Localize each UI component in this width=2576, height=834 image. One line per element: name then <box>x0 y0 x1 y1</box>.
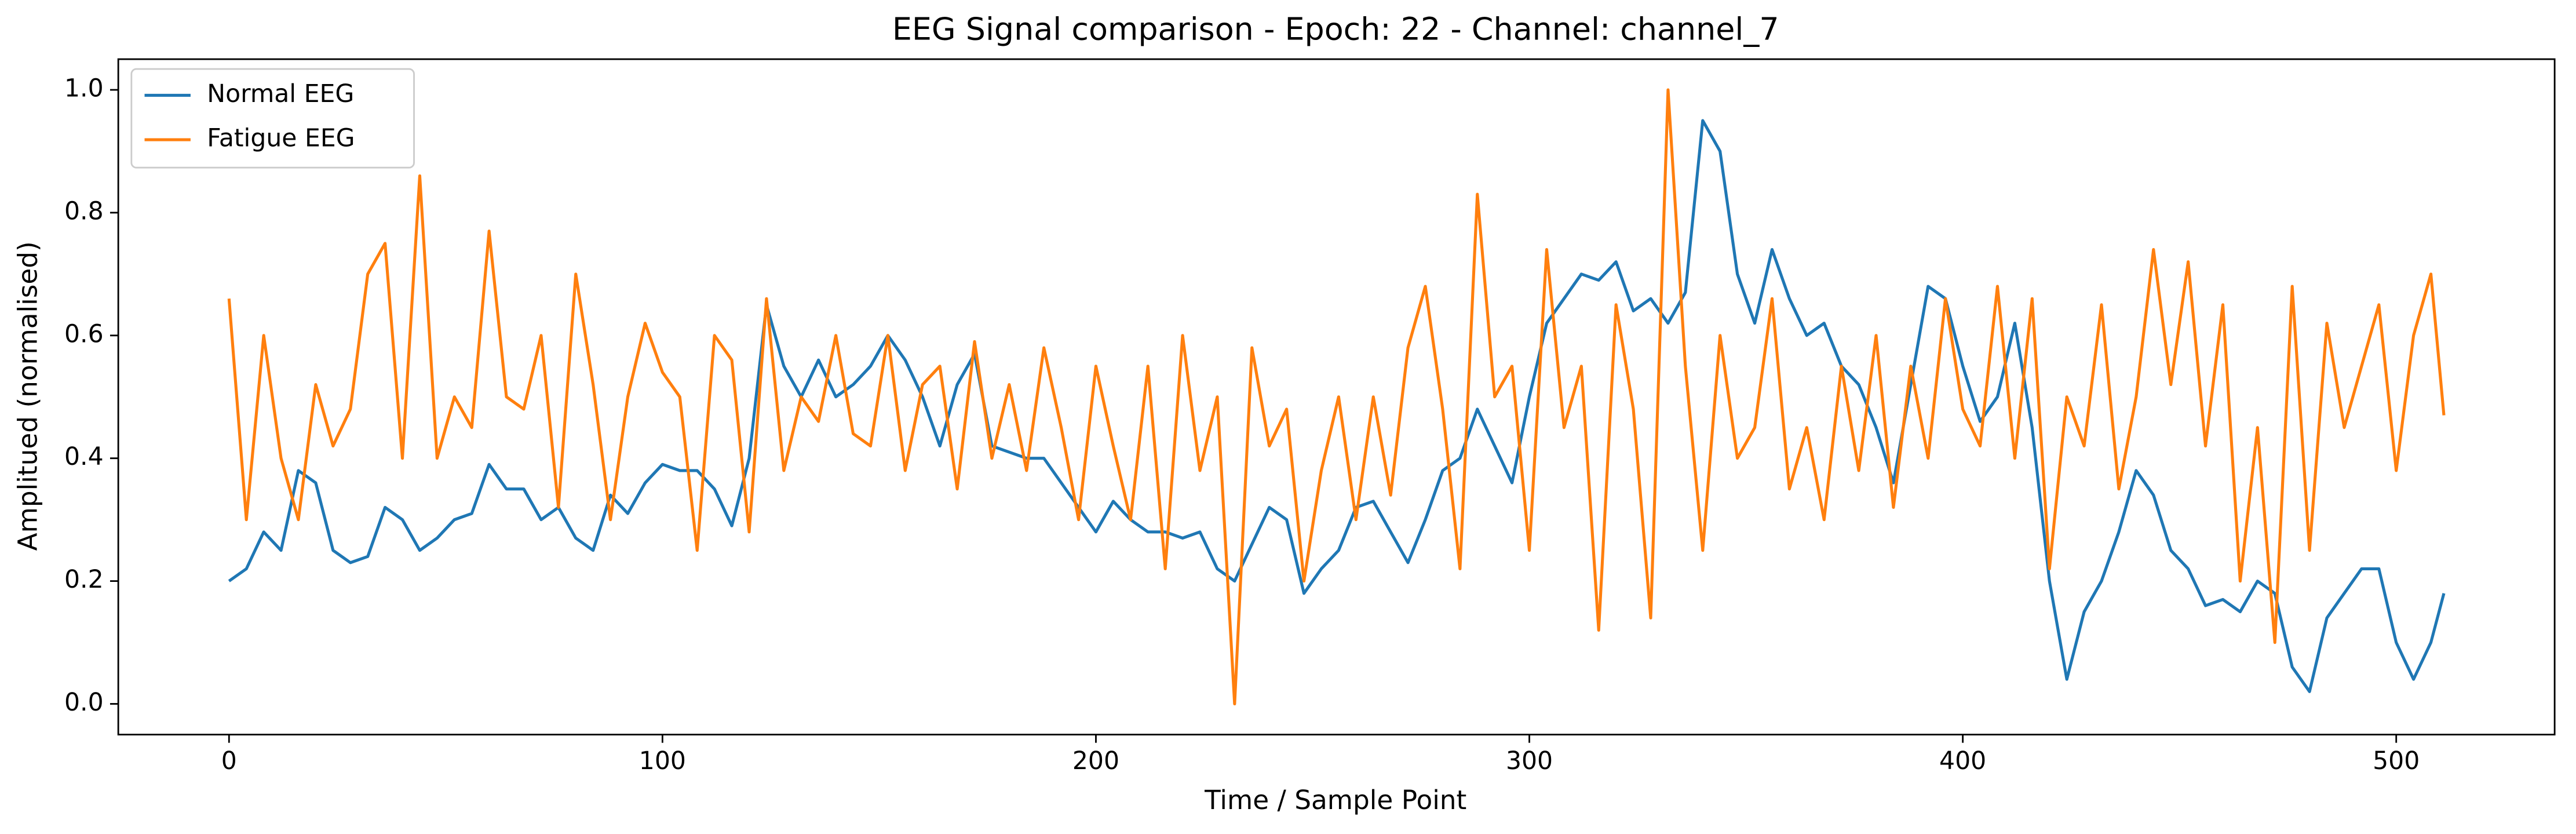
x-tick-label: 100 <box>639 747 686 775</box>
x-tick-label: 500 <box>2373 747 2420 775</box>
x-axis-label: Time / Sample Point <box>1204 785 1466 815</box>
data-line <box>228 119 2446 693</box>
legend: Normal EEG Fatigue EEG <box>130 68 415 169</box>
data-line <box>227 88 2446 706</box>
y-tick-label: 0.2 <box>64 566 104 594</box>
legend-box <box>130 68 415 169</box>
chart-title: EEG Signal comparison - Epoch: 22 - Chan… <box>892 11 1779 48</box>
y-tick-label: 0.0 <box>64 689 104 717</box>
x-tick-label: 200 <box>1072 747 1119 775</box>
y-axis-label: Amplitued (normalised) <box>13 241 43 551</box>
x-tick-label: 400 <box>1939 747 1986 775</box>
legend-label: Normal EEG <box>207 80 354 108</box>
x-tick-label: 0 <box>221 747 237 775</box>
y-tick-label: 0.6 <box>64 320 104 348</box>
y-tick-label: 1.0 <box>64 75 104 103</box>
y-tick-label: 0.4 <box>64 443 104 471</box>
y-tick-label: 0.8 <box>64 197 104 225</box>
x-tick-label: 300 <box>1506 747 1553 775</box>
plot-frame <box>117 58 2556 735</box>
legend-label: Fatigue EEG <box>207 125 355 153</box>
